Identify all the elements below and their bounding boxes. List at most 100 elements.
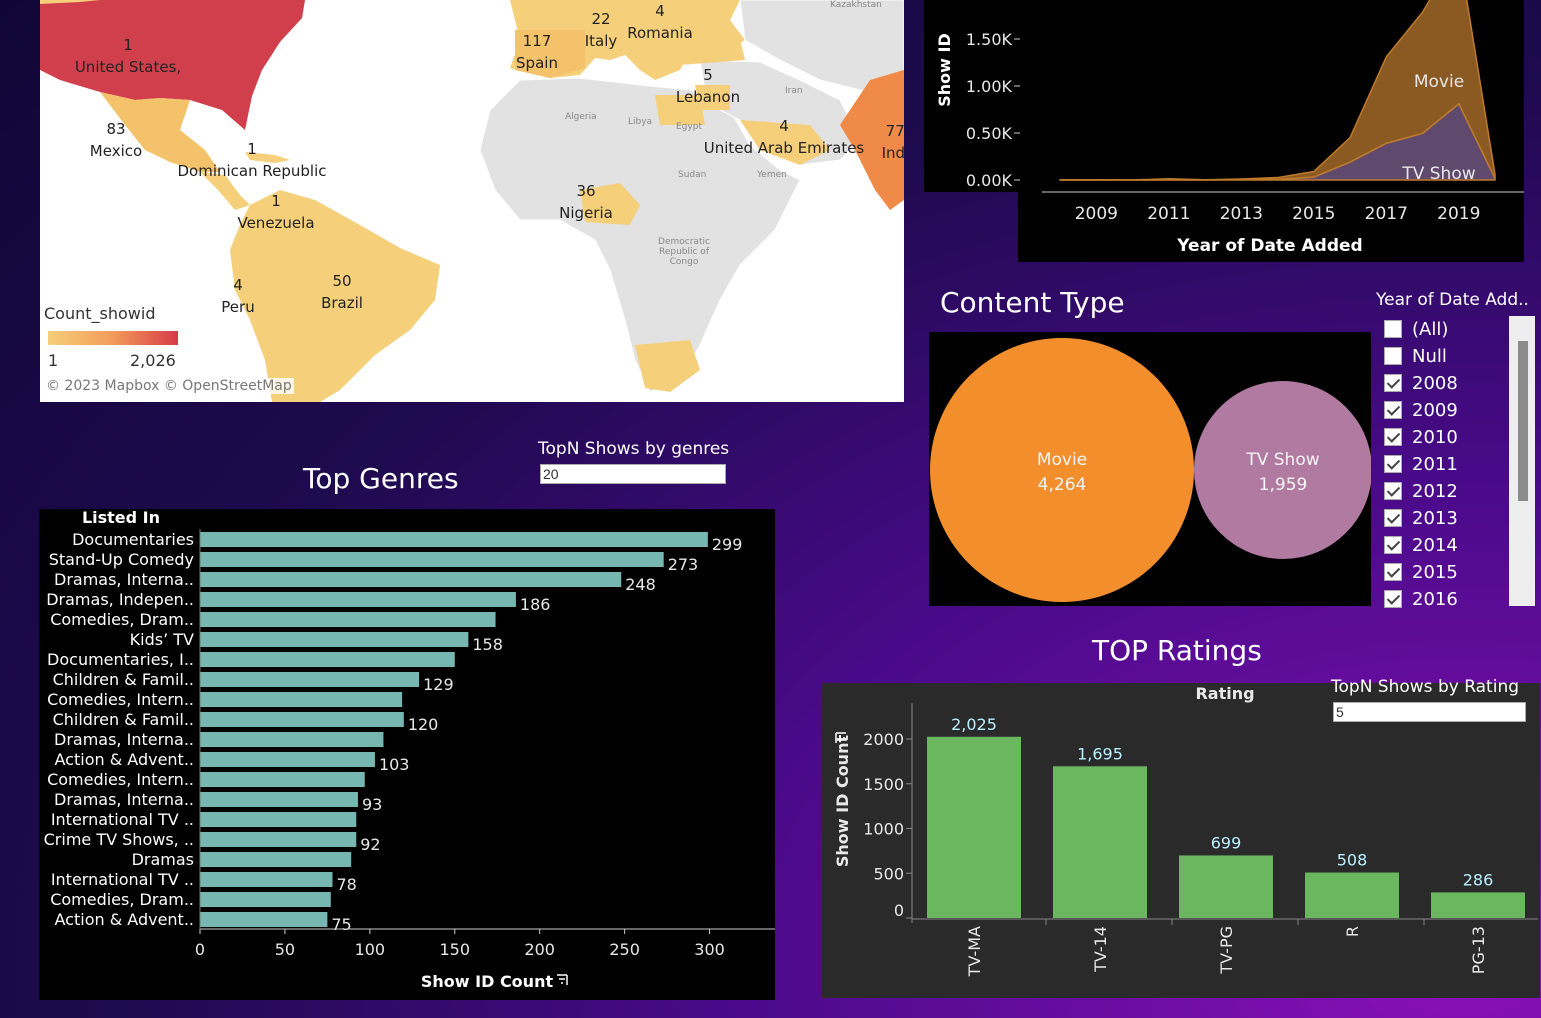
map-label-3[interactable]: 1 Venezuela: [237, 190, 314, 234]
checkbox-checked-icon[interactable]: [1384, 536, 1402, 554]
map-label-value: 1: [247, 140, 257, 158]
ratings-y-tick: 0: [894, 901, 904, 920]
checkbox-checked-icon[interactable]: [1384, 482, 1402, 500]
rating-bar: [1431, 892, 1525, 918]
map-label-9[interactable]: 5 Lebanon: [676, 64, 740, 108]
genre-label: Documentaries: [72, 530, 194, 549]
map-label-6[interactable]: 117 Spain: [516, 30, 558, 74]
filter-item-label: 2016: [1412, 588, 1458, 610]
filter-item-7[interactable]: 2013: [1384, 507, 1458, 529]
map-label-name: United States,: [74, 58, 182, 76]
filter-item-2[interactable]: 2008: [1384, 372, 1458, 394]
bubble-chart[interactable]: Movie 4,264 TV Show 1,959: [929, 332, 1372, 606]
ratings-y-tick: 500: [873, 864, 904, 883]
tvshow-series-label: TV Show: [1401, 164, 1475, 184]
genre-label: Action & Advent..: [55, 910, 194, 929]
bubble-value-1: 1,959: [1259, 475, 1308, 495]
map-label-0[interactable]: 1 United States,: [75, 34, 181, 78]
map-label-7[interactable]: 22 Italy: [585, 8, 618, 52]
sort-icon: [557, 974, 568, 985]
checkbox-checked-icon[interactable]: [1384, 590, 1402, 608]
map-copyright[interactable]: © 2023 Mapbox © OpenStreetMap: [44, 378, 294, 394]
area-y-tick: 0.50K: [966, 124, 1013, 143]
area-chart-panel: Movie TV Show 0.00K 0.50K 1.00K 1.50K 2.00K 200…: [924, 0, 1524, 262]
bubble-label-1: TV Show: [1245, 450, 1319, 470]
genre-label: Documentaries, I..: [47, 650, 194, 669]
map-label-value: 117: [522, 32, 552, 50]
year-filter-title: Year of Date Add..: [1376, 290, 1529, 310]
country-map[interactable]: 1 United States, 83 Mexico 1 Dominican Republ…: [40, 0, 904, 402]
area-x-tick: 2013: [1220, 204, 1263, 224]
map-label-12[interactable]: 36 Nigeria: [559, 180, 613, 224]
checkbox-checked-icon[interactable]: [1384, 428, 1402, 446]
filter-item-label: 2014: [1412, 534, 1458, 556]
legend-color-ramp: [48, 331, 178, 345]
map-label-11[interactable]: 777 India: [882, 120, 904, 164]
genre-bar: [200, 792, 358, 807]
map-label-4[interactable]: 50 Brazil: [321, 270, 363, 314]
checkbox-checked-icon[interactable]: [1384, 509, 1402, 527]
map-label-name: United Arab Emirates: [703, 139, 865, 157]
checkbox-checked-icon[interactable]: [1384, 455, 1402, 473]
genres-x-tick: 250: [609, 940, 640, 959]
checkbox-empty-icon[interactable]: [1384, 320, 1402, 338]
filter-scrollbar-thumb[interactable]: [1518, 341, 1528, 501]
map-label-8[interactable]: 4 Romania: [627, 0, 693, 44]
genres-bar-chart[interactable]: Listed In Documentaries 299 Stand-Up Comedy…: [39, 508, 775, 1000]
genre-label: Children & Famil..: [53, 710, 194, 729]
area-y-tick: 2.00K: [966, 0, 1013, 2]
genre-label: Dramas: [132, 850, 194, 869]
filter-item-6[interactable]: 2012: [1384, 480, 1458, 502]
filter-item-5[interactable]: 2011: [1384, 453, 1458, 475]
map-label-value: 777: [885, 122, 904, 140]
genre-label: Crime TV Shows, ..: [44, 830, 194, 849]
filter-item-4[interactable]: 2010: [1384, 426, 1458, 448]
genre-bar: [200, 832, 357, 847]
rating-category-label: PG-13: [1469, 926, 1488, 974]
area-x-tick: 2009: [1075, 204, 1118, 224]
rating-bar: [1305, 872, 1399, 918]
filter-item-label: 2015: [1412, 561, 1458, 583]
map-label-name: India: [881, 144, 904, 162]
map-label-5[interactable]: 4 Peru: [221, 274, 254, 318]
genres-x-tick: 300: [694, 940, 725, 959]
map-label-2[interactable]: 1 Dominican Republic: [177, 138, 326, 182]
filter-item-9[interactable]: 2015: [1384, 561, 1458, 583]
map-label-1[interactable]: 83 Mexico: [90, 118, 142, 162]
filter-item-3[interactable]: 2009: [1384, 399, 1458, 421]
bubble-0: [930, 338, 1194, 602]
map-label-10[interactable]: 4 United Arab Emirates: [704, 115, 865, 159]
ratings-bar-chart[interactable]: Rating 0 500 1000 1500 2000 2,025 TV-MA 1,695 TV-…: [822, 683, 1540, 998]
africa-region: [479, 77, 801, 393]
turkey-region: [660, 40, 745, 65]
egypt-region: [655, 95, 705, 125]
filter-item-10[interactable]: 2016: [1384, 588, 1458, 610]
genre-bar: [200, 552, 664, 567]
filter-item-label: 2012: [1412, 480, 1458, 502]
checkbox-checked-icon[interactable]: [1384, 401, 1402, 419]
bubble-1: [1194, 381, 1372, 559]
genre-data-label: 248: [625, 575, 656, 594]
genre-label: Comedies, Dram..: [50, 610, 194, 629]
genres-topn-input[interactable]: [540, 464, 726, 484]
checkbox-empty-icon[interactable]: [1384, 347, 1402, 365]
area-x-tick: 2011: [1147, 204, 1190, 224]
canada-region: [40, 0, 100, 4]
filter-item-8[interactable]: 2014: [1384, 534, 1458, 556]
filter-item-0[interactable]: (All): [1384, 318, 1448, 340]
filter-item-1[interactable]: Null: [1384, 345, 1447, 367]
india-region: [840, 70, 904, 210]
area-chart[interactable]: Movie TV Show 0.00K 0.50K 1.00K 1.50K 2.00K 200…: [924, 0, 1524, 262]
filter-item-label: (All): [1412, 318, 1449, 340]
area-y-label: Show ID: [935, 33, 954, 107]
map-label-name: Italy: [584, 32, 618, 50]
map-label-value: 5: [703, 66, 713, 84]
rating-bar: [1053, 766, 1147, 918]
checkbox-checked-icon[interactable]: [1384, 374, 1402, 392]
ratings-topn-input[interactable]: [1333, 702, 1526, 722]
genre-data-label: 158: [472, 635, 503, 654]
genre-bar: [200, 892, 331, 907]
filter-item-label: 2008: [1412, 372, 1458, 394]
checkbox-checked-icon[interactable]: [1384, 563, 1402, 581]
ratings-y-tick: 2000: [863, 730, 904, 749]
